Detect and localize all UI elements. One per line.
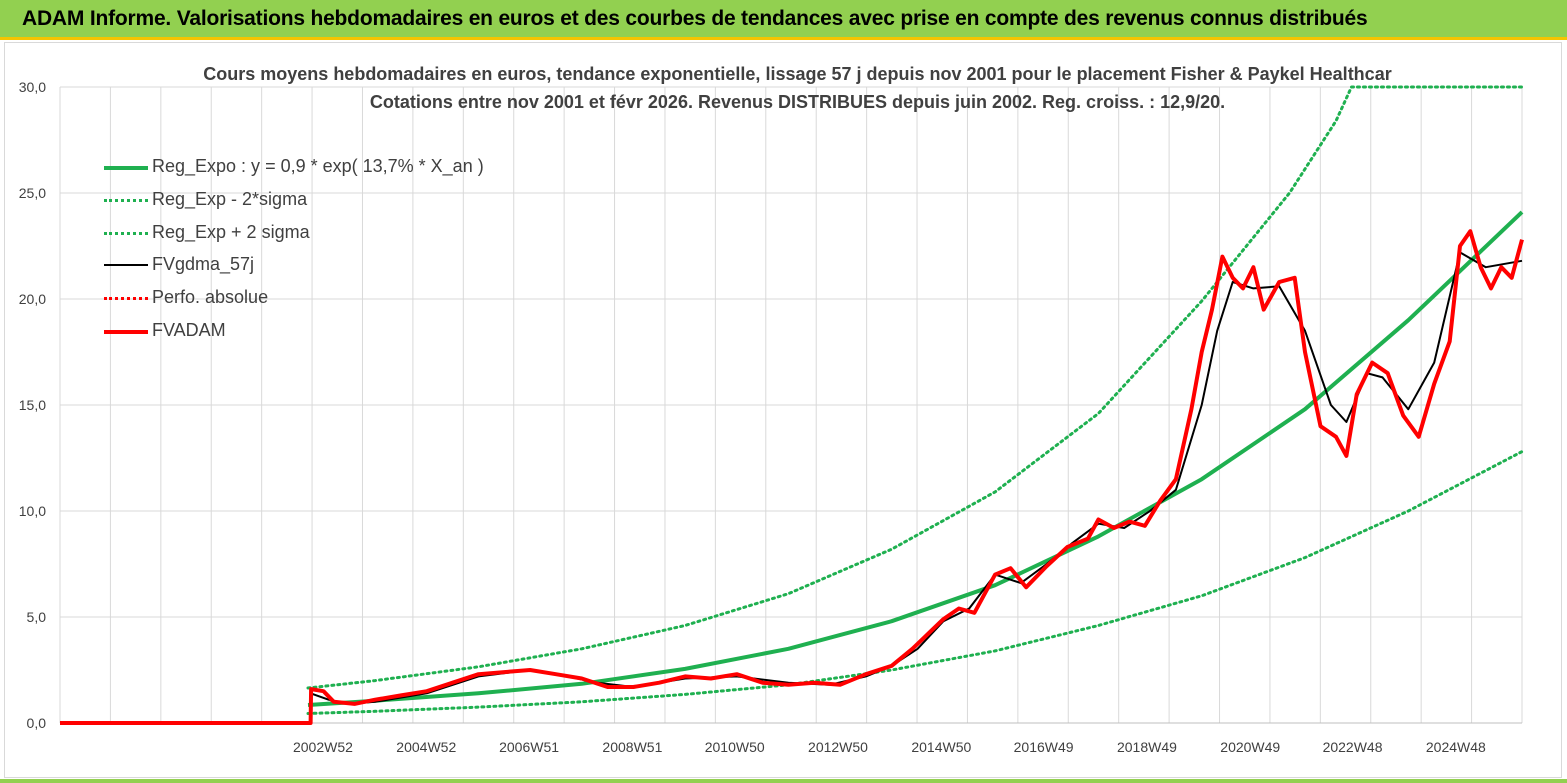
x-tick-label: 2006W51 bbox=[499, 739, 559, 755]
y-tick-label: 25,0 bbox=[19, 185, 46, 201]
legend-label: Reg_Exp + 2 sigma bbox=[152, 221, 310, 242]
y-tick-label: 0,0 bbox=[27, 715, 47, 731]
bottom-strip bbox=[0, 779, 1567, 783]
y-tick-label: 5,0 bbox=[27, 609, 47, 625]
legend-label: Reg_Expo : y = 0,9 * exp( 13,7% * X_an ) bbox=[152, 156, 484, 176]
legend-swatch bbox=[104, 198, 148, 202]
legend-label: Perfo. absolue bbox=[152, 287, 269, 308]
x-tick-label: 2002W52 bbox=[293, 739, 353, 755]
legend-label: FVADAM bbox=[152, 319, 226, 340]
x-tick-label: 2014W50 bbox=[911, 739, 971, 755]
grid-layer bbox=[59, 86, 1523, 724]
x-tick-label: 2018W49 bbox=[1117, 739, 1177, 755]
series-line-3 bbox=[310, 251, 1523, 705]
chart-frame bbox=[4, 42, 1562, 778]
x-tick-label: 2024W48 bbox=[1426, 739, 1486, 755]
x-tick-label: 2010W50 bbox=[705, 739, 765, 755]
chart-title: Cours moyens hebdomadaires en euros, ten… bbox=[203, 64, 1392, 84]
legend-swatch bbox=[104, 166, 148, 170]
x-tick-label: 2022W48 bbox=[1323, 739, 1383, 755]
y-tick-label: 20,0 bbox=[19, 291, 46, 307]
legend-swatch bbox=[104, 329, 148, 334]
banner-title: ADAM Informe. Valorisations hebdomadaire… bbox=[22, 7, 1368, 30]
series-line-0 bbox=[307, 210, 1524, 707]
series-line-2 bbox=[306, 85, 1524, 690]
legend-label: Reg_Exp - 2*sigma bbox=[152, 188, 308, 209]
x-tick-label: 2004W52 bbox=[396, 739, 456, 755]
x-tick-label: 2012W50 bbox=[808, 739, 868, 755]
chart-subtitle: Cotations entre nov 2001 et févr 2026. R… bbox=[369, 92, 1226, 112]
legend-swatch bbox=[104, 297, 148, 301]
y-tick-label: 15,0 bbox=[19, 397, 46, 413]
series-line-1 bbox=[306, 450, 1524, 715]
x-tick-label: 2020W49 bbox=[1220, 739, 1280, 755]
x-tick-label: 2016W49 bbox=[1014, 739, 1074, 755]
x-tick-label: 2008W51 bbox=[602, 739, 662, 755]
legend-label: FVgdma_57j bbox=[152, 254, 255, 275]
legend-swatch bbox=[104, 231, 148, 235]
series-line-5 bbox=[60, 229, 1524, 725]
report-banner: ADAM Informe. Valorisations hebdomadaire… bbox=[0, 0, 1567, 40]
axis-layer: 0,0 5,0 10,0 15,0 20,0 25,0 30,0 2002W52 2004W52… bbox=[19, 79, 1522, 755]
legend-swatch bbox=[104, 264, 148, 267]
y-tick-label: 10,0 bbox=[19, 503, 46, 519]
series-layer bbox=[60, 85, 1524, 725]
y-tick-label: 30,0 bbox=[19, 79, 46, 95]
